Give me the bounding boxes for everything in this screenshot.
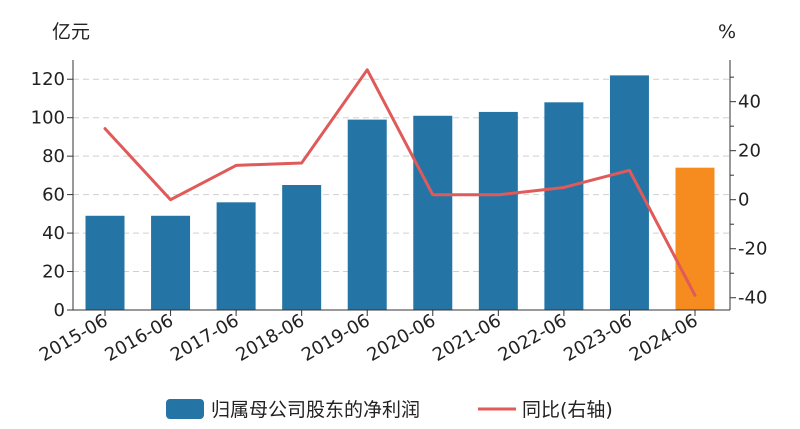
bar-series <box>85 75 715 311</box>
x-tick-label: 2018-06 <box>233 310 309 366</box>
bar-2023-06 <box>609 75 649 310</box>
bar-2019-06 <box>347 119 387 310</box>
bar-2017-06 <box>216 202 256 310</box>
left-tick-label: 80 <box>42 146 65 167</box>
right-tick-label: -40 <box>738 288 767 309</box>
left-tick-label: 100 <box>31 108 65 129</box>
right-tick-label: 0 <box>738 190 749 211</box>
legend: 归属母公司股东的净利润 同比(右轴) <box>166 399 613 421</box>
x-tick-label: 2023-06 <box>560 310 636 366</box>
bar-2020-06 <box>413 115 453 311</box>
x-tick-label: 2017-06 <box>167 310 243 366</box>
x-axis-ticks: 2015-062016-062017-062018-062019-062020-… <box>36 310 702 366</box>
bar-2016-06 <box>151 215 191 310</box>
right-axis-unit: % <box>718 21 736 43</box>
legend-label-bar: 归属母公司股东的净利润 <box>211 399 420 421</box>
x-tick-label: 2019-06 <box>298 310 374 366</box>
bar-2021-06 <box>478 111 518 310</box>
left-tick-label: 20 <box>42 262 65 283</box>
left-tick-label: 120 <box>31 69 65 90</box>
left-axis-ticks: 0 20 40 60 80 100 120 <box>31 69 73 321</box>
right-tick-label: 20 <box>738 141 761 162</box>
legend-label-line: 同比(右轴) <box>522 399 613 421</box>
left-tick-label: 40 <box>42 223 65 244</box>
left-axis-unit: 亿元 <box>52 21 90 43</box>
legend-swatch-bar <box>166 399 204 419</box>
yoy-line <box>103 68 697 297</box>
bar-2024-06 <box>675 167 715 310</box>
x-tick-label: 2021-06 <box>429 310 505 366</box>
right-tick-label: -20 <box>738 239 767 260</box>
bar-2015-06 <box>85 215 125 310</box>
x-tick-label: 2016-06 <box>101 310 177 366</box>
x-tick-label: 2022-06 <box>495 310 571 366</box>
line-series <box>103 68 697 297</box>
x-tick-label: 2020-06 <box>364 310 440 366</box>
left-tick-label: 60 <box>42 185 65 206</box>
right-axis-ticks: -40 -20 0 20 40 <box>730 76 767 309</box>
right-tick-label: 40 <box>738 92 761 113</box>
x-tick-label: 2015-06 <box>36 310 112 366</box>
bar-2022-06 <box>544 102 584 310</box>
left-tick-label: 0 <box>54 300 65 321</box>
bar-2018-06 <box>282 185 322 310</box>
x-tick-label: 2024-06 <box>626 310 702 366</box>
